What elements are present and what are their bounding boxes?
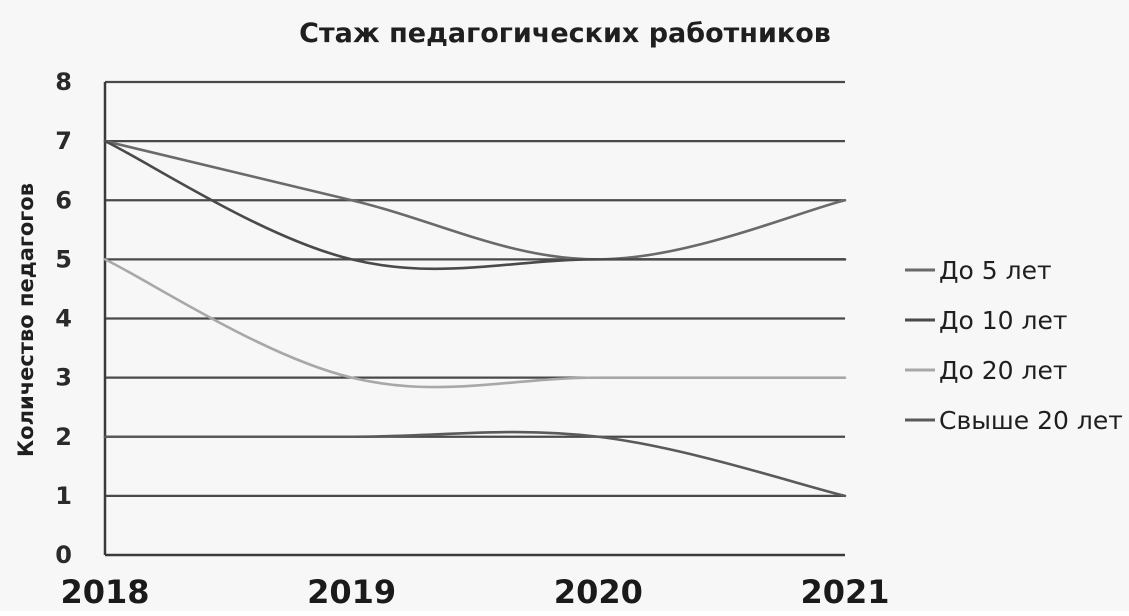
series-line-2	[103, 139, 847, 271]
legend-label: Свыше 20 лет	[939, 406, 1123, 435]
y-tick-label: 1	[55, 482, 72, 510]
y-tick-label: 8	[55, 68, 72, 96]
axes	[103, 82, 845, 557]
legend-item: До 5 лет	[905, 256, 1052, 285]
x-tick-labels: 2018 2019 2020 2021	[60, 573, 889, 611]
y-tick-label: 6	[55, 186, 72, 214]
y-tick-label: 5	[55, 245, 72, 273]
y-tick-label: 3	[55, 364, 72, 392]
y-tick-labels: 0 1 2 3 4 5 6 7 8	[55, 68, 72, 569]
y-tick-label: 7	[55, 127, 72, 155]
legend-item: Свыше 20 лет	[905, 406, 1123, 435]
x-tick-label: 2018	[60, 573, 149, 611]
chart-title: Стаж педагогических работников	[299, 18, 831, 49]
y-tick-label: 0	[55, 541, 72, 569]
series-line-1	[103, 139, 847, 261]
x-tick-label: 2021	[800, 573, 889, 611]
series-line-3	[103, 258, 847, 389]
x-tick-label: 2020	[554, 573, 643, 611]
legend-label: До 5 лет	[939, 256, 1052, 285]
y-axis-label: Количество педагогов	[14, 183, 38, 457]
series-line-4	[103, 430, 847, 498]
series-lines	[103, 139, 847, 498]
legend: До 5 лет До 10 лет До 20 лет Свыше 20 лет	[905, 256, 1123, 435]
legend-label: До 20 лет	[939, 356, 1067, 385]
legend-label: До 10 лет	[939, 306, 1067, 335]
legend-item: До 20 лет	[905, 356, 1067, 385]
y-tick-label: 2	[55, 423, 72, 451]
x-tick-label: 2019	[307, 573, 396, 611]
legend-item: До 10 лет	[905, 306, 1067, 335]
y-tick-label: 4	[55, 305, 72, 333]
